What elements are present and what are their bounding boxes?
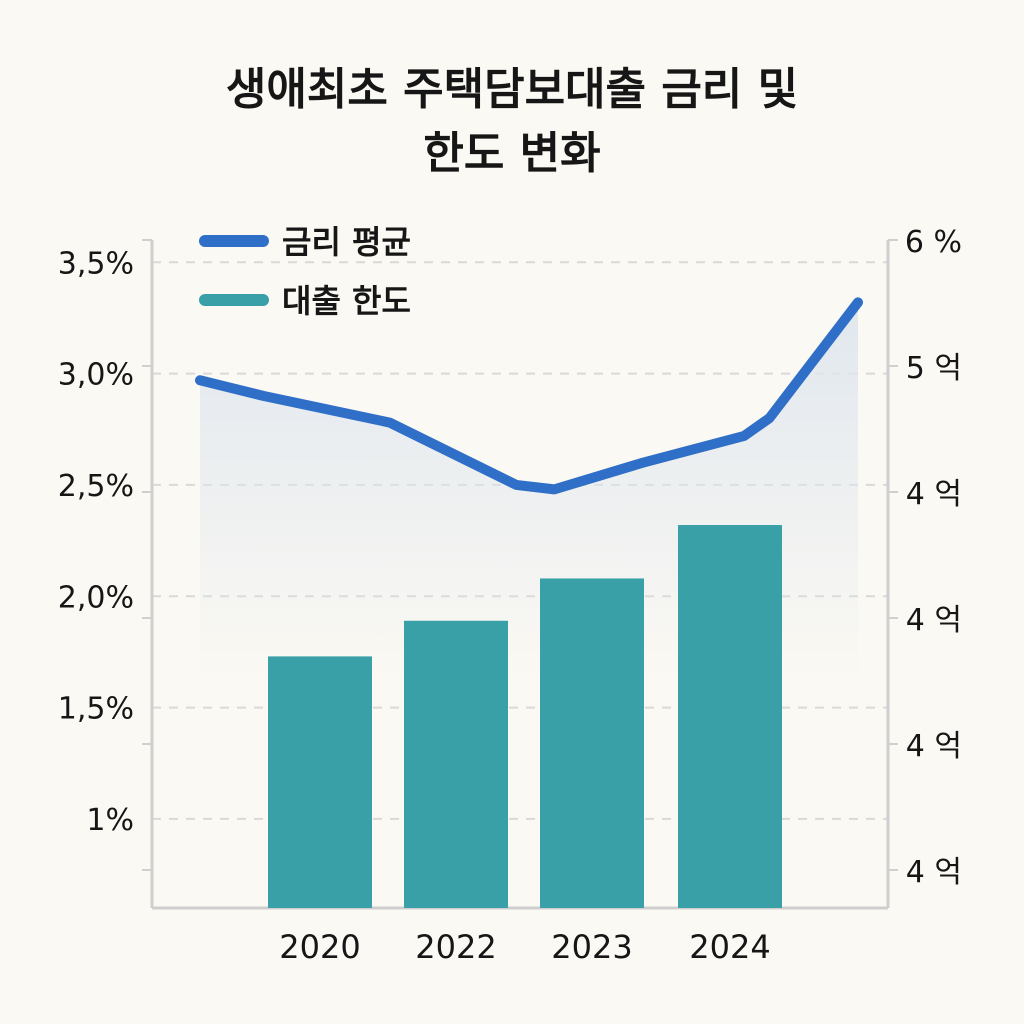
left-tick-label: 2,0% bbox=[58, 580, 134, 615]
bar-2024 bbox=[678, 525, 782, 908]
bar-2023 bbox=[540, 578, 644, 908]
bar-2020 bbox=[268, 656, 372, 908]
right-tick-label: 4 억 bbox=[906, 855, 962, 890]
x-tick-label: 2024 bbox=[689, 928, 770, 966]
right-tick-label: 4 억 bbox=[906, 729, 962, 764]
right-tick-label: 4 억 bbox=[906, 477, 962, 512]
right-tick-label: 6 % bbox=[905, 225, 962, 260]
right-tick-label: 4 억 bbox=[906, 603, 962, 638]
left-tick-label: 3,0% bbox=[58, 358, 134, 393]
legend-label-limit: 대출 한도 bbox=[282, 282, 411, 320]
chart-title-line-1: 생애최초 주택담보대출 금리 및 bbox=[225, 64, 799, 115]
legend-label-rate: 금리 평균 bbox=[282, 223, 411, 261]
left-tick-label: 1% bbox=[86, 803, 134, 838]
left-tick-label: 3,5% bbox=[58, 246, 134, 281]
chart-title-line-2: 한도 변화 bbox=[423, 128, 601, 179]
left-tick-label: 1,5% bbox=[58, 692, 134, 727]
x-tick-label: 2023 bbox=[551, 928, 632, 966]
x-tick-label: 2020 bbox=[279, 928, 360, 966]
x-tick-label: 2022 bbox=[415, 928, 496, 966]
chart-title: 생애최초 주택담보대출 금리 및 한도 변화 bbox=[0, 58, 1024, 186]
bar-2022 bbox=[404, 620, 508, 908]
right-tick-label: 5 억 bbox=[906, 351, 962, 386]
left-tick-label: 2,5% bbox=[58, 469, 134, 504]
